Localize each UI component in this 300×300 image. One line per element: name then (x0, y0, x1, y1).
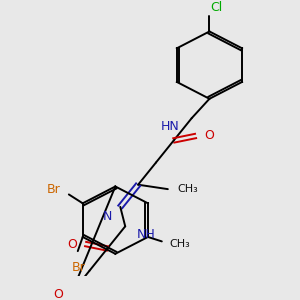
Text: Cl: Cl (210, 1, 223, 14)
Text: Br: Br (47, 183, 61, 196)
Text: CH₃: CH₃ (178, 184, 199, 194)
Text: CH₃: CH₃ (170, 239, 190, 249)
Text: N: N (103, 209, 112, 223)
Text: O: O (67, 238, 77, 250)
Text: O: O (53, 288, 63, 300)
Text: NH: NH (137, 228, 156, 241)
Text: O: O (205, 130, 214, 142)
Text: Br: Br (72, 261, 86, 274)
Text: HN: HN (161, 120, 180, 133)
